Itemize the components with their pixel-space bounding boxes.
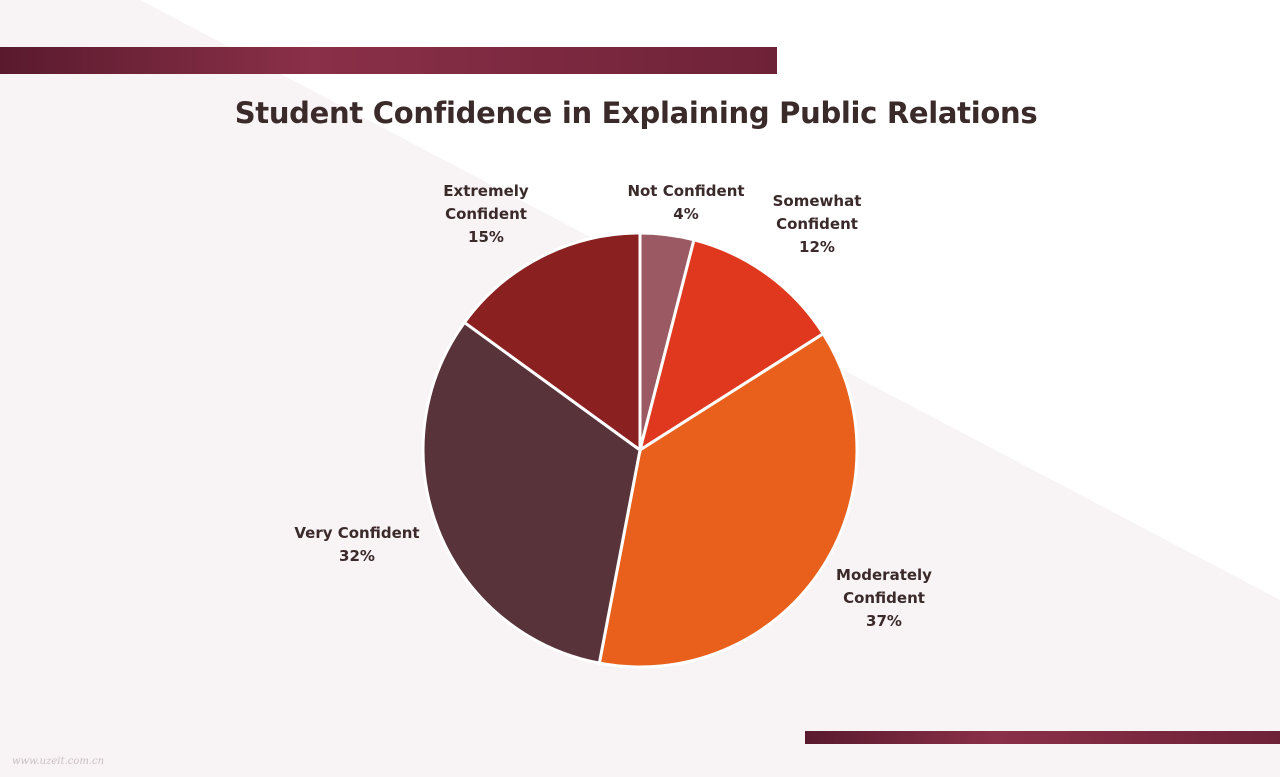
pie-slice: [637, 237, 826, 454]
top-band: [0, 47, 777, 74]
slice-label: Not Confident 4%: [616, 180, 756, 226]
category-label: Moderately Confident: [836, 566, 932, 607]
watermark: www.uzeit.com.cn: [12, 756, 105, 767]
category-label: Very Confident: [294, 524, 420, 542]
value-label: 4%: [673, 205, 699, 223]
bottom-band: [805, 731, 1280, 744]
pie-slice: [462, 231, 642, 453]
category-label: Not Confident: [627, 182, 745, 200]
pie-slice: [421, 320, 642, 665]
chart-title: Student Confidence in Explaining Public …: [234, 96, 1038, 130]
slice-label: Extremely Confident 15%: [431, 180, 541, 249]
value-label: 12%: [799, 238, 835, 256]
category-label: Extremely Confident: [443, 182, 529, 223]
value-label: 32%: [339, 547, 375, 565]
slice-label: Very Confident 32%: [282, 522, 432, 568]
slice-label: Somewhat Confident 12%: [762, 190, 872, 259]
pie-slice: [597, 331, 859, 669]
slice-label: Moderately Confident 37%: [829, 564, 939, 633]
value-label: 15%: [468, 228, 504, 246]
category-label: Somewhat Confident: [772, 192, 862, 233]
value-label: 37%: [866, 612, 902, 630]
